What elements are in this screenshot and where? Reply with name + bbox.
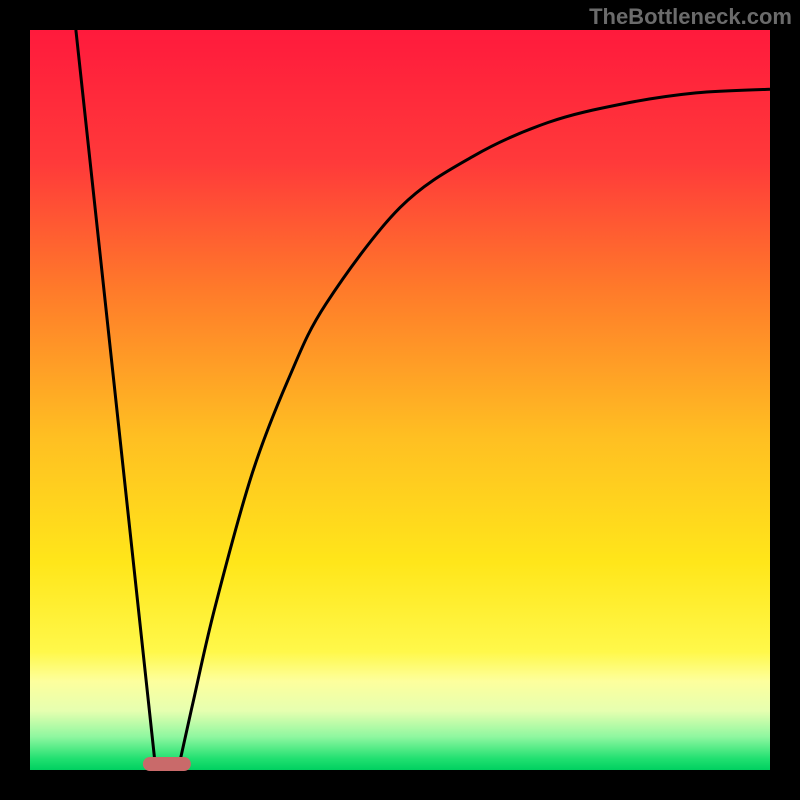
gradient-background (30, 30, 770, 770)
chart-svg (0, 0, 800, 800)
optimal-marker (143, 757, 191, 771)
watermark-text: TheBottleneck.com (589, 4, 792, 30)
chart-container: TheBottleneck.com (0, 0, 800, 800)
